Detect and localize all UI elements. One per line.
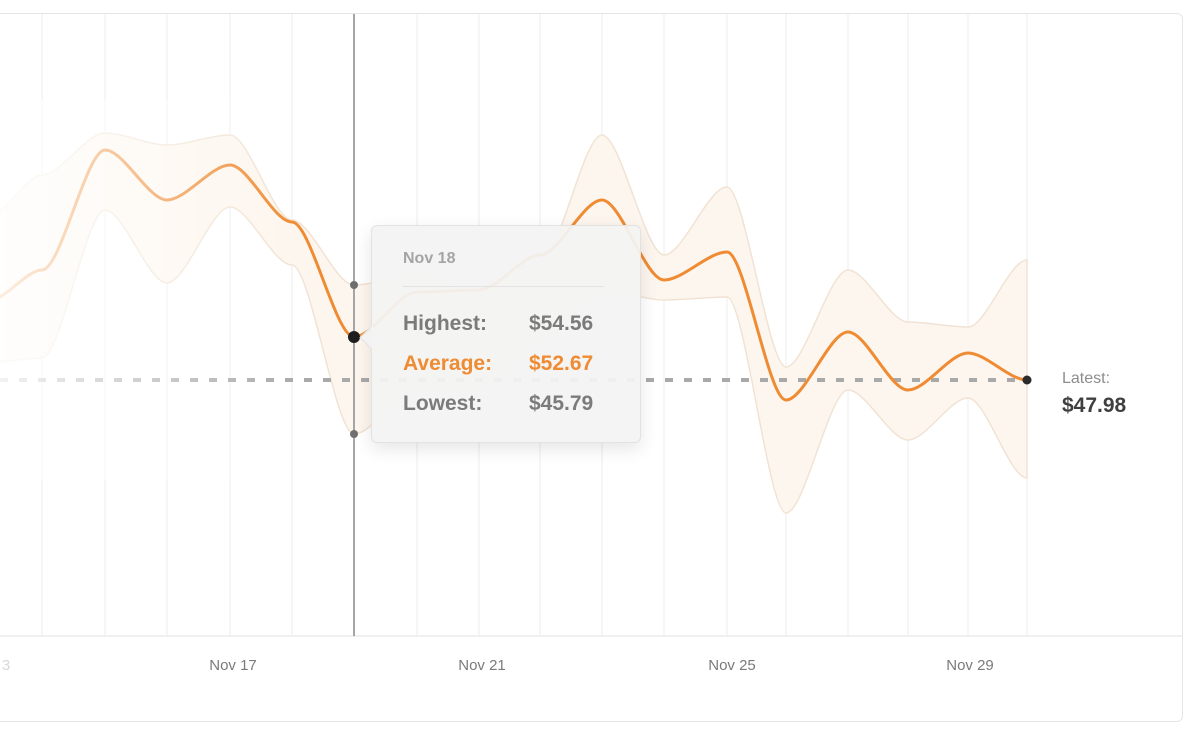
x-axis-label: Nov 17	[209, 657, 257, 674]
left-fade-mask	[0, 100, 300, 480]
highest-value: $54.56	[529, 312, 594, 335]
average-value: $52.67	[529, 352, 594, 375]
x-axis-label: Nov 25	[708, 657, 756, 674]
tooltip-row-highest: Highest: $54.56	[403, 312, 593, 336]
lowest-value: $45.79	[529, 392, 594, 415]
tooltip-row-lowest: Lowest: $45.79	[403, 392, 593, 416]
average-point-dot[interactable]	[348, 331, 360, 343]
lowest-label: Lowest:	[403, 392, 483, 415]
tooltip-row-average: Average: $52.67	[403, 352, 593, 376]
x-axis-label: Nov 29	[946, 657, 994, 674]
latest-value: $47.98	[1062, 394, 1127, 417]
tooltip-divider	[403, 286, 604, 287]
low-point-dot	[350, 430, 358, 438]
average-label: Average:	[403, 352, 493, 375]
highest-label: Highest:	[403, 312, 487, 335]
high-point-dot	[350, 281, 358, 289]
x-axis-label: 3	[1, 657, 11, 674]
hover-tooltip: Nov 18 Highest: $54.56 Average: $52.67 L…	[359, 225, 641, 443]
latest-value-label: Latest: $47.98	[1062, 370, 1126, 418]
latest-label: Latest:	[1062, 370, 1111, 387]
latest-point-dot[interactable]	[1022, 375, 1032, 385]
x-axis-label: Nov 21	[458, 657, 506, 674]
tooltip-date: Nov 18	[403, 250, 456, 267]
